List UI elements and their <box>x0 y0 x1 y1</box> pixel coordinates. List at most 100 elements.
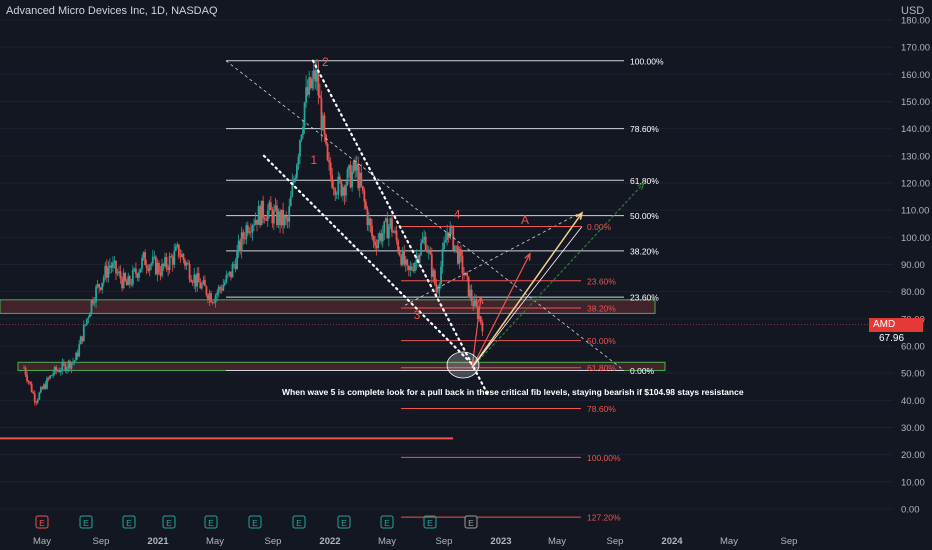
earnings-marker-label: E <box>39 518 45 528</box>
candle-body <box>188 264 191 280</box>
candle-body <box>450 226 453 228</box>
candle-body <box>53 366 56 374</box>
candle-body <box>79 336 82 345</box>
candle-body <box>125 280 128 286</box>
x-tick-label: Sep <box>265 536 282 547</box>
candle-body <box>257 206 260 225</box>
candle-body <box>470 289 473 302</box>
wave-label: 2 <box>322 55 329 69</box>
candle-body <box>191 281 194 283</box>
candle-body <box>475 299 478 306</box>
candle-body <box>325 134 327 144</box>
candle-body <box>409 266 412 271</box>
candle-body <box>85 318 88 325</box>
candle-body <box>288 206 291 222</box>
candle-body <box>346 169 349 185</box>
candle-body <box>246 225 249 233</box>
candle-body <box>286 218 289 222</box>
candle-body <box>225 275 228 283</box>
chart-annotation: When wave 5 is complete look for a pull … <box>282 387 744 397</box>
fib-label-white: 0.00% <box>630 366 655 376</box>
fib-label-white: 78.60% <box>630 124 659 134</box>
candle-body <box>105 265 108 278</box>
candle-body <box>472 301 475 307</box>
candle-body <box>59 370 62 373</box>
candle-body <box>404 259 407 265</box>
candle-body <box>84 324 87 326</box>
candle-body <box>130 284 133 285</box>
fib-label-white: 23.60% <box>630 293 659 303</box>
y-tick-label: 110.00 <box>901 206 929 217</box>
candle-body <box>118 271 120 274</box>
candle-body <box>208 293 211 300</box>
current-price-badge: AMD 67.96 <box>869 318 923 344</box>
candle-body <box>421 239 424 243</box>
y-tick-label: 160.00 <box>901 70 930 81</box>
candle-body <box>272 209 275 224</box>
chart-title: Advanced Micro Devices Inc, 1D, NASDAQ <box>6 5 218 17</box>
candle-body <box>340 180 343 196</box>
candle-body <box>378 233 381 240</box>
candle-body <box>256 219 258 225</box>
earnings-marker-label: E <box>166 518 172 528</box>
candle-body <box>121 278 124 289</box>
fib-label-red: 38.20% <box>587 303 616 313</box>
candle-body <box>136 273 139 278</box>
candle-body <box>104 265 107 278</box>
candle-body <box>164 257 166 267</box>
candle-body <box>386 218 389 239</box>
candle-body <box>466 272 468 277</box>
x-tick-label: Sep <box>93 536 110 547</box>
candle-body <box>128 276 131 285</box>
candle-body <box>41 387 44 389</box>
fib-label-white: 61.80% <box>630 176 659 186</box>
candle-body <box>116 273 119 274</box>
candle-body <box>89 313 91 318</box>
candle-body <box>99 287 102 290</box>
x-tick-label: Sep <box>607 536 624 547</box>
candle-body <box>447 232 450 238</box>
candle-body <box>141 257 143 269</box>
candle-body <box>139 268 142 273</box>
candle-body <box>245 225 248 240</box>
candle-body <box>122 272 125 289</box>
candle-body <box>430 254 433 277</box>
wave-label: 3 <box>414 308 421 322</box>
candle-body <box>161 263 163 276</box>
earnings-marker <box>248 515 262 529</box>
candle-body <box>35 402 38 404</box>
candle-body <box>44 384 47 389</box>
candle-body <box>159 272 162 276</box>
x-tick-label: 2024 <box>661 536 683 547</box>
candle-body <box>452 226 455 251</box>
candle-body <box>184 259 186 266</box>
candle-body <box>115 260 117 274</box>
candle-body <box>397 240 399 252</box>
y-tick-label: 180.00 <box>901 16 930 27</box>
candle-body <box>381 233 384 242</box>
fib-label-red: 0.00% <box>587 222 612 232</box>
candle-body <box>372 236 375 242</box>
candle-body <box>380 233 383 242</box>
candle-body <box>424 236 427 251</box>
candle-body <box>96 284 99 287</box>
candle-body <box>233 264 235 265</box>
earnings-marker <box>79 515 93 529</box>
earnings-marker <box>204 515 218 529</box>
candle-body <box>55 366 58 372</box>
candle-body <box>107 267 110 278</box>
candle-body <box>334 189 337 195</box>
candle-body <box>440 266 442 285</box>
candle-body <box>176 244 179 247</box>
candle-body <box>446 232 449 241</box>
candle-body <box>361 186 364 191</box>
candle-body <box>398 251 401 256</box>
candle-body <box>131 269 134 285</box>
candle-body <box>303 102 306 127</box>
projection-arrow-green <box>471 182 645 369</box>
y-tick-label: 90.00 <box>901 260 925 271</box>
candle-body <box>227 274 229 276</box>
x-tick-label: May <box>720 536 738 547</box>
candle-body <box>158 262 160 273</box>
